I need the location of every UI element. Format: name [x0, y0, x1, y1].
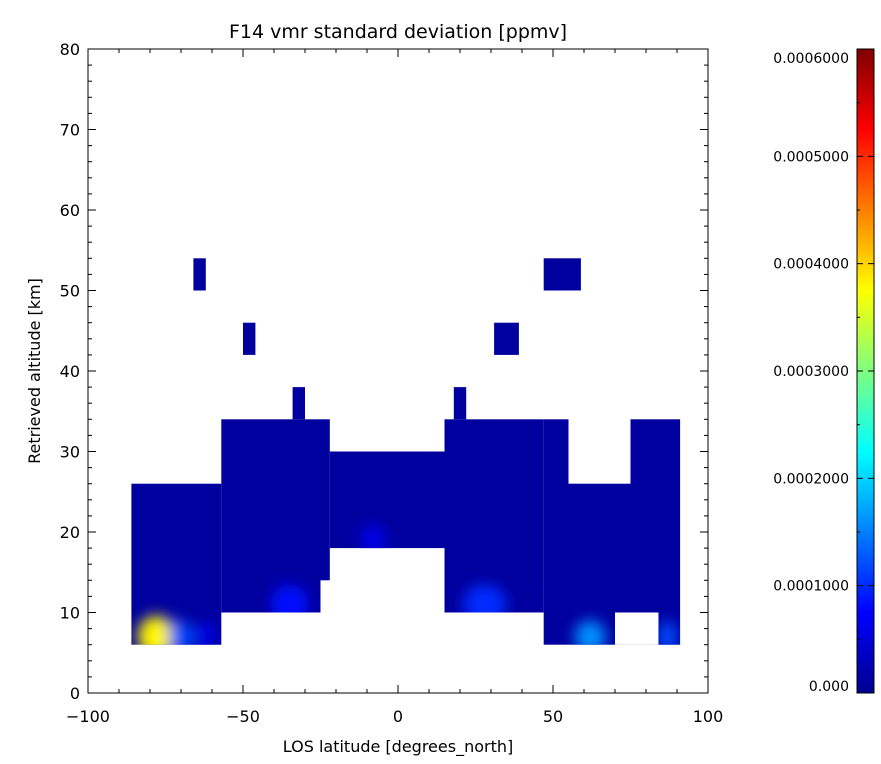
data-cell — [292, 387, 305, 420]
colorbar-tick-label: 0.0005000 — [773, 149, 849, 165]
colorbar-tick-label: 0.0004000 — [773, 257, 849, 273]
y-tick-label: 50 — [60, 282, 80, 301]
y-tick-label: 30 — [60, 443, 80, 462]
hotspot — [463, 584, 507, 625]
data-cell — [543, 258, 581, 291]
data-cell — [453, 387, 467, 420]
y-tick-label: 80 — [60, 40, 80, 59]
data-cell — [221, 419, 321, 613]
x-axis-label: LOS latitude [degrees_north] — [283, 737, 513, 757]
hotspot — [658, 620, 678, 645]
y-tick-label: 10 — [60, 604, 80, 623]
x-tick-label: 50 — [543, 707, 563, 726]
x-tick-label: −50 — [226, 707, 260, 726]
data-cell — [193, 258, 206, 291]
hotspot — [574, 620, 606, 645]
data-cell — [630, 419, 681, 645]
hotspot — [360, 523, 386, 557]
y-axis: 0 10 20 30 40 50 60 70 80 — [60, 40, 708, 703]
y-tick-label: 70 — [60, 121, 80, 140]
y-tick-label: 60 — [60, 201, 80, 220]
hotspot — [137, 615, 175, 645]
colorbar-tick-label: 0.0001000 — [773, 579, 849, 595]
x-tick-label: −100 — [66, 707, 110, 726]
x-tick-label: 100 — [693, 707, 724, 726]
y-tick-label: 0 — [70, 684, 80, 703]
colorbar-ticks: 0.000 0.0001000 0.0002000 0.0003000 0.000400… — [773, 48, 874, 695]
y-tick-label: 20 — [60, 523, 80, 542]
hotspot — [196, 620, 216, 645]
colorbar-tick-label: 0.0002000 — [773, 471, 849, 487]
x-axis: −100 −50 0 50 100 — [66, 49, 723, 726]
colorbar: 0.000 0.0001000 0.0002000 0.0003000 0.000400… — [773, 48, 875, 695]
data-cell — [444, 419, 544, 613]
x-tick-label: 0 — [393, 707, 403, 726]
hotspot — [270, 584, 309, 625]
plot-area: −100 −50 0 50 100 0 10 20 30 40 50 60 70 80 — [60, 40, 724, 726]
colorbar-tick-label: 0.0003000 — [773, 364, 849, 380]
data-cell — [131, 483, 222, 645]
colorbar-tick-label: 0.0006000 — [773, 51, 849, 67]
data-cell — [543, 419, 569, 645]
data-cell — [329, 451, 445, 549]
y-axis-label: Retrieved altitude [km] — [25, 278, 44, 464]
empty-cell-overlay — [615, 612, 659, 645]
y-tick-label: 40 — [60, 362, 80, 381]
data-cell — [243, 322, 256, 355]
hotspot — [168, 620, 194, 645]
data-cell — [494, 322, 519, 355]
data-cell — [320, 419, 330, 581]
colorbar-tick-label: 0.000 — [809, 679, 849, 695]
data-cells — [131, 258, 681, 645]
chart-title: F14 vmr standard deviation [ppmv] — [229, 21, 567, 43]
